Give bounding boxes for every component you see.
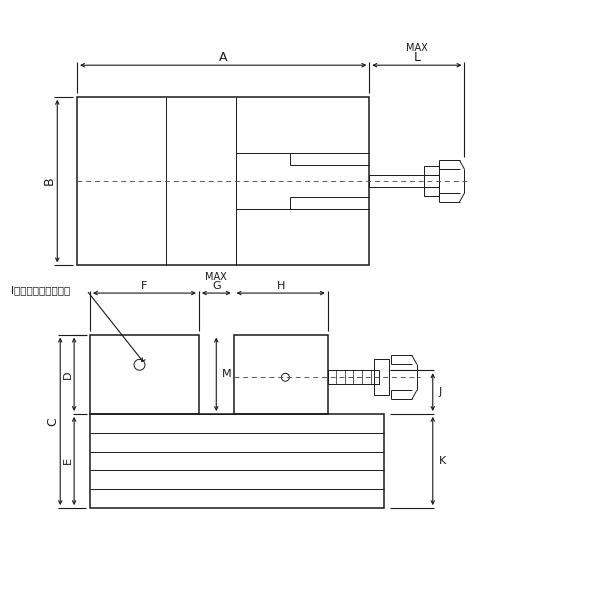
Text: H: H [277,281,285,291]
Text: K: K [439,456,446,466]
Text: C: C [46,417,59,426]
Bar [328,370,379,384]
Text: I（ストッパーネジ）: I（ストッパーネジ） [11,285,70,295]
Bar [90,335,199,414]
Text: E: E [63,457,73,464]
Text: B: B [43,177,56,185]
Bar [233,335,328,414]
Bar [370,175,439,187]
Bar [424,166,439,196]
Text: MAX: MAX [406,43,428,53]
Text: J: J [439,387,442,397]
Text: F: F [141,281,148,291]
Text: M: M [222,370,232,379]
Bar [77,97,370,265]
Text: L: L [413,51,421,64]
Text: G: G [212,281,221,291]
Bar [90,414,384,508]
Text: A: A [219,51,227,64]
Text: MAX: MAX [205,272,227,282]
Text: D: D [63,370,73,379]
Bar [374,359,389,395]
